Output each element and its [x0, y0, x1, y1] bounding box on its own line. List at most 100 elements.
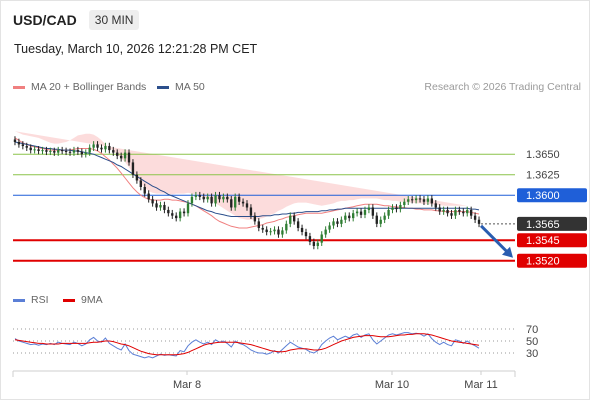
candle-body — [53, 150, 56, 153]
candle-body — [363, 209, 367, 215]
candle-body — [116, 152, 119, 156]
candle-body — [218, 195, 221, 200]
candle-body — [241, 201, 245, 204]
candle-body — [442, 209, 445, 212]
candle-body — [387, 209, 390, 216]
candle-body — [37, 149, 40, 151]
legend-rsi: RSI — [13, 294, 49, 306]
candle-body — [190, 196, 194, 204]
candle-body — [33, 149, 36, 151]
level-badge-1.3600 — [517, 188, 587, 203]
candle-body — [281, 230, 284, 235]
candle-body — [469, 209, 473, 216]
candle-body — [296, 221, 300, 228]
candle-body — [92, 144, 95, 148]
candle-body — [454, 209, 457, 216]
candle-body — [312, 241, 316, 246]
candle-body — [64, 150, 68, 152]
candle-body — [234, 196, 237, 208]
candle-body — [68, 151, 72, 153]
ma20-swatch — [13, 85, 25, 89]
candle-body — [352, 213, 355, 219]
candle-body — [332, 221, 335, 226]
candle-body — [80, 151, 84, 155]
level-label-1.3565: 1.3565 — [526, 219, 560, 231]
candle-body — [438, 207, 441, 212]
candle-body — [336, 221, 339, 224]
legend-rsi-label: RSI — [31, 294, 49, 306]
symbol-label: USD/CAD — [13, 12, 77, 28]
candle-body — [434, 203, 437, 208]
candle-body — [21, 144, 25, 147]
candle-body — [163, 205, 166, 210]
level-label-1.3520: 1.3520 — [526, 256, 560, 268]
candle-body — [41, 150, 44, 152]
candle-body — [45, 150, 48, 152]
candle-body — [320, 234, 323, 243]
rsi-ma-swatch — [63, 298, 75, 302]
candle-body — [194, 195, 198, 197]
candle-body — [277, 229, 280, 235]
candle-body — [178, 211, 182, 219]
candle-body — [131, 162, 135, 175]
candle-body — [76, 150, 80, 152]
legend-rsi-ma-label: 9MA — [81, 294, 103, 306]
candle-body — [308, 236, 312, 242]
candle-body — [49, 150, 52, 152]
candle-body — [257, 221, 260, 228]
candle-body — [143, 187, 146, 194]
candle-body — [112, 150, 115, 153]
rsi-tick-30: 30 — [526, 348, 538, 360]
chart-header: USD/CAD 30 MIN — [13, 9, 140, 31]
candle-body — [403, 201, 406, 206]
candle-body — [414, 198, 418, 201]
forecast-arrow-shaft — [479, 224, 511, 255]
timestamp: Tuesday, March 10, 2026 12:21:28 PM CET — [14, 42, 258, 56]
candle-body — [348, 215, 351, 219]
candle-body — [222, 196, 225, 200]
candle-body — [159, 205, 162, 208]
candle-body — [155, 203, 158, 208]
candle-body — [355, 211, 359, 214]
candle-body — [391, 207, 394, 210]
rsi-swatch — [13, 298, 25, 302]
timeframe-badge[interactable]: 30 MIN — [88, 10, 140, 30]
candle-body — [135, 174, 139, 181]
candle-body — [151, 199, 154, 204]
rsi-tick-50: 50 — [526, 336, 538, 348]
candle-body — [186, 203, 190, 214]
research-credit: Research © 2026 Trading Central — [424, 81, 581, 93]
candle-body — [316, 242, 319, 246]
candle-body — [202, 196, 205, 200]
candle-body — [104, 146, 107, 150]
rsi-line — [14, 332, 480, 359]
candle-body — [230, 199, 233, 208]
candle-body — [395, 207, 398, 210]
candle-body — [300, 227, 304, 233]
candle-body — [462, 211, 465, 214]
candle-body — [430, 198, 434, 204]
candle-body — [139, 180, 142, 187]
x-tick-label: Mar 8 — [173, 379, 201, 391]
candle-body — [359, 211, 363, 215]
candle-body — [371, 207, 375, 216]
ma50-swatch — [157, 85, 169, 89]
candle-body — [198, 195, 201, 197]
level-label-1.3650: 1.3650 — [526, 149, 560, 161]
candle-body — [206, 196, 209, 200]
candle-body — [237, 196, 241, 202]
candle-body — [418, 198, 422, 200]
candle-body — [96, 144, 99, 148]
candle-body — [175, 215, 178, 219]
level-badge-1.3520 — [517, 253, 587, 268]
candle-body — [466, 209, 469, 214]
candle-body — [285, 223, 288, 231]
candle-body — [458, 209, 461, 212]
legend-rsi-ma: 9MA — [63, 294, 103, 306]
legend-ma50-label: MA 50 — [175, 81, 205, 93]
candle-body — [245, 203, 249, 208]
candle-body — [261, 227, 264, 230]
candle-body — [100, 147, 103, 150]
